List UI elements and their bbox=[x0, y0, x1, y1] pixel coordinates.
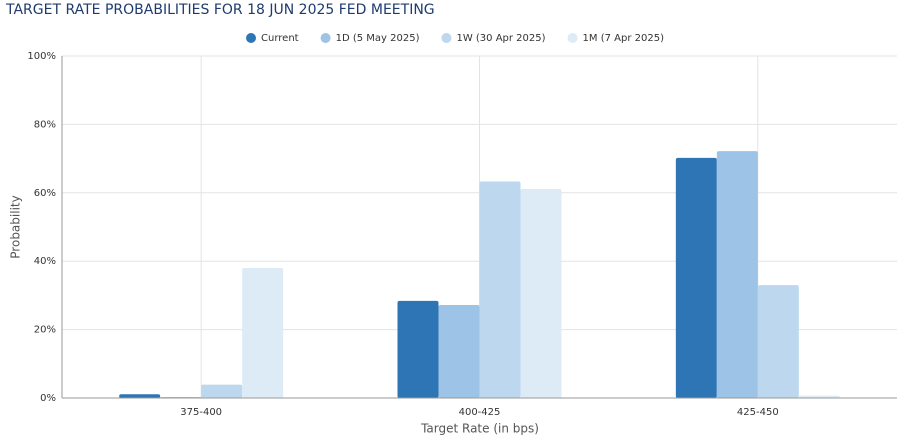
bar bbox=[201, 384, 243, 398]
y-axis-title: Probability bbox=[9, 195, 23, 258]
legend-marker[interactable] bbox=[567, 33, 578, 43]
bar bbox=[675, 157, 717, 398]
legend-label[interactable]: 1D (5 May 2025) bbox=[336, 33, 420, 44]
y-tick-label: 0% bbox=[40, 393, 56, 404]
bar bbox=[757, 285, 799, 398]
x-axis-title: Target Rate (in bps) bbox=[420, 422, 539, 436]
legend: Current 1D (5 May 2025) 1W (30 Apr 2025) 1M… bbox=[246, 33, 664, 44]
y-tick-label: 60% bbox=[34, 188, 56, 199]
bar bbox=[479, 181, 521, 398]
legend-marker[interactable] bbox=[246, 33, 257, 43]
x-tick-label: 425-450 bbox=[737, 407, 779, 418]
legend-label[interactable]: Current bbox=[261, 33, 299, 44]
bar bbox=[242, 268, 284, 398]
bar bbox=[397, 300, 439, 398]
x-tick-label: 375-400 bbox=[180, 407, 222, 418]
y-tick-label: 40% bbox=[34, 256, 56, 267]
bar bbox=[119, 394, 161, 398]
y-tick-label: 80% bbox=[34, 119, 56, 130]
bar bbox=[520, 189, 562, 398]
bar bbox=[798, 395, 840, 398]
y-tick-label: 20% bbox=[34, 325, 56, 336]
x-tick-label: 400-425 bbox=[459, 407, 501, 418]
legend-marker[interactable] bbox=[320, 33, 331, 43]
y-tick-label: 100% bbox=[27, 51, 56, 62]
legend-label[interactable]: 1M (7 Apr 2025) bbox=[583, 33, 665, 44]
legend-label[interactable]: 1W (30 Apr 2025) bbox=[456, 33, 545, 44]
legend-marker[interactable] bbox=[441, 33, 452, 43]
bar bbox=[716, 151, 758, 398]
chart-title: TARGET RATE PROBABILITIES FOR 18 JUN 202… bbox=[5, 2, 435, 18]
bar bbox=[438, 304, 480, 398]
